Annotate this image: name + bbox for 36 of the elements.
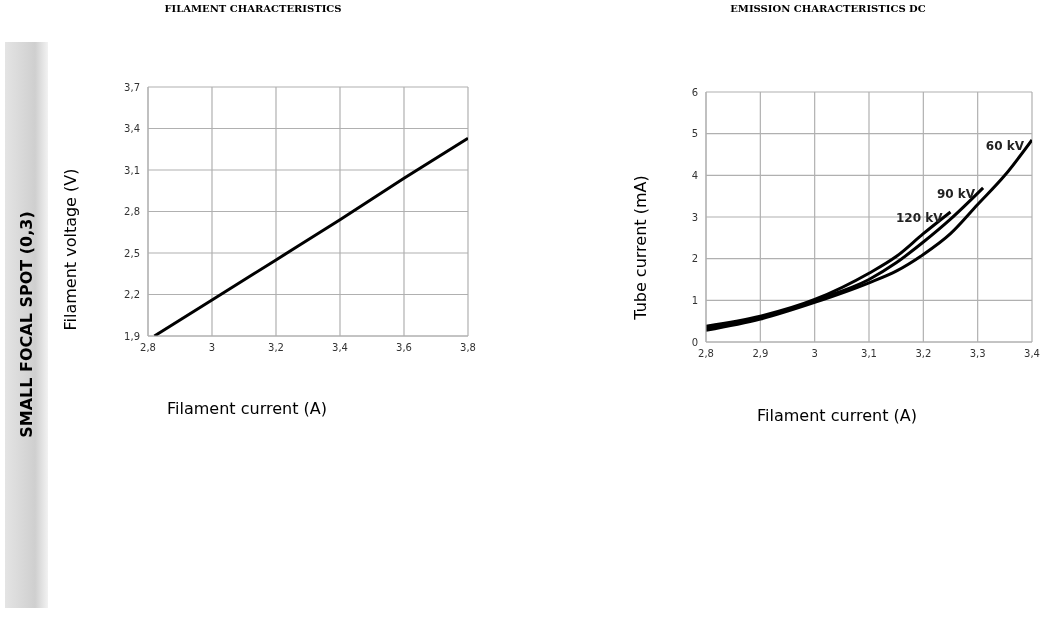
x-tick-label: 3 xyxy=(208,342,216,354)
x-tick-label: 3,1 xyxy=(861,348,877,360)
x-tick-label: 3,3 xyxy=(969,348,986,360)
y-tick-label: 3,4 xyxy=(124,123,140,135)
side-tab: SMALL FOCAL SPOT (0,3) xyxy=(5,42,48,608)
y-tick-label: 3,7 xyxy=(124,81,140,93)
y-tick-label: 2,2 xyxy=(124,289,140,301)
x-tick-label: 3,2 xyxy=(915,348,932,360)
x-tick-label: 3,6 xyxy=(396,342,412,354)
x-tick-label: 2,9 xyxy=(752,348,769,360)
y-axis-title: Tube current (mA) xyxy=(630,174,650,322)
series-label: 120 kV xyxy=(896,211,944,225)
y-tick-label: 2 xyxy=(691,253,698,265)
series-label: 90 kV xyxy=(936,186,976,201)
y-tick-label: 3,1 xyxy=(124,164,140,176)
x-tick-label: 3,4 xyxy=(1024,348,1040,360)
x-tick-label: 3 xyxy=(811,348,818,360)
y-tick-label: 2,5 xyxy=(124,247,140,259)
y-tick-label: 0 xyxy=(691,336,698,348)
x-axis-title: Filament current (A) xyxy=(166,399,328,418)
x-tick-label: 2,8 xyxy=(140,342,156,354)
x-axis-title: Filament current (A) xyxy=(756,406,918,425)
chart-title: FILAMENT CHARACTERISTICS xyxy=(163,3,343,14)
y-tick-label: 1,9 xyxy=(124,330,140,342)
series-label: 60 kV xyxy=(985,138,1025,153)
x-tick-label: 3,2 xyxy=(268,342,284,354)
y-tick-label: 2,8 xyxy=(124,206,140,218)
y-tick-label: 5 xyxy=(691,128,698,140)
y-tick-label: 1 xyxy=(691,294,698,306)
y-axis-title: Filament voltage (V) xyxy=(60,167,80,333)
x-tick-label: 3,4 xyxy=(332,342,348,354)
y-tick-label: 3 xyxy=(691,211,698,223)
x-tick-label: 3,8 xyxy=(460,342,476,354)
y-tick-label: 6 xyxy=(691,86,698,98)
y-tick-label: 4 xyxy=(691,169,698,181)
chart-title: EMISSION CHARACTERISTICS DC xyxy=(729,3,927,14)
